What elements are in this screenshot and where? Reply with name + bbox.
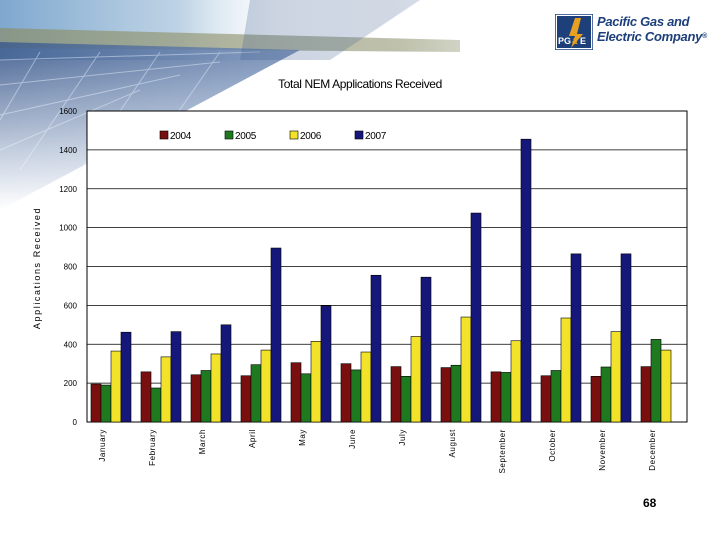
bar-2007-november [620, 253, 632, 423]
bar-2007-october [570, 253, 582, 423]
x-tick-label: March [198, 429, 207, 454]
logo-text-pg: PG [558, 36, 571, 46]
x-tick-label: April [248, 429, 257, 448]
bar-2006-december [660, 349, 672, 423]
legend-swatch-2007 [354, 130, 364, 140]
bar-2007-june [370, 274, 382, 423]
bar-2005-september [500, 372, 512, 423]
bar-2004-october [540, 375, 552, 423]
legend-label-2006: 2006 [300, 131, 322, 142]
bar-2007-august [470, 212, 482, 423]
pge-logo-icon: PG & E [555, 14, 593, 50]
bar-2004-april [240, 375, 252, 423]
bar-2005-june [350, 369, 362, 423]
x-tick-label: September [498, 429, 507, 474]
bar-2007-may [320, 305, 332, 423]
y-tick-label: 600 [64, 301, 78, 310]
bar-2004-march [190, 374, 202, 423]
x-tick-label: February [148, 429, 157, 466]
x-tick-label: October [548, 429, 557, 462]
bar-2005-july [400, 376, 412, 423]
legend-swatch-2005 [224, 130, 234, 140]
bar-2007-february [170, 331, 182, 423]
x-tick-label: December [648, 429, 657, 471]
x-tick-label: June [348, 429, 357, 449]
bar-2006-october [560, 317, 572, 423]
legend-swatch-2006 [289, 130, 299, 140]
bar-2006-july [410, 336, 422, 423]
bar-2004-december [640, 366, 652, 423]
bar-2006-september [510, 340, 522, 423]
bar-2007-april [270, 247, 282, 423]
registered-mark: ® [702, 33, 707, 40]
y-axis-label: Applications Received [32, 207, 42, 329]
y-tick-label: 200 [64, 379, 78, 388]
legend-swatch-2004 [159, 130, 169, 140]
y-tick-label: 1600 [59, 107, 77, 116]
x-tick-label: August [448, 429, 457, 458]
logo-text-e: E [580, 36, 586, 46]
bar-2005-february [150, 387, 162, 423]
y-tick-label: 400 [64, 340, 78, 349]
bar-2005-january [100, 384, 112, 423]
bar-2007-july [420, 276, 432, 423]
legend-label-2004: 2004 [170, 131, 192, 142]
bars [90, 138, 672, 423]
bar-2005-august [450, 364, 462, 423]
bar-2005-april [250, 364, 262, 423]
company-name-line2: Electric Company [597, 29, 703, 44]
bar-2004-february [140, 371, 152, 423]
bar-2006-january [110, 350, 122, 423]
company-name-line1: Pacific Gas and [597, 14, 690, 29]
bar-2006-april [260, 349, 272, 423]
page-number: 68 [643, 496, 657, 510]
bar-2004-june [340, 363, 352, 423]
bar-2004-may [290, 362, 302, 423]
logo-text-amp: & [572, 37, 578, 46]
x-tick-label: January [98, 429, 107, 462]
legend-label-2005: 2005 [235, 131, 257, 142]
bar-2005-december [650, 339, 662, 423]
x-tick-label: May [298, 429, 307, 446]
y-axis-tick-labels: 0 200 400 600 800 1000 1200 1400 1600 [59, 107, 77, 427]
bar-2005-november [600, 366, 612, 423]
y-tick-label: 0 [73, 418, 78, 427]
bar-2004-september [490, 371, 502, 423]
x-tick-label: November [598, 429, 607, 471]
y-tick-label: 1200 [59, 185, 77, 194]
bar-2006-february [160, 356, 172, 423]
bar-2004-july [390, 366, 402, 423]
legend: 2004 2005 2006 2007 [159, 130, 387, 142]
x-tick-label: July [398, 429, 407, 446]
bar-2006-november [610, 331, 622, 423]
bar-2006-may [310, 341, 322, 423]
bar-2004-august [440, 367, 452, 423]
bar-2005-october [550, 370, 562, 423]
bar-2006-march [210, 353, 222, 423]
bar-2004-november [590, 376, 602, 423]
bar-2007-march [220, 324, 232, 423]
bar-2005-march [200, 370, 212, 423]
y-tick-label: 1400 [59, 146, 77, 155]
y-tick-label: 800 [64, 263, 78, 272]
bar-2005-may [300, 373, 312, 423]
gridlines [87, 149, 687, 384]
bar-2007-january [120, 331, 132, 423]
bar-2006-june [360, 351, 372, 423]
chart-title: Total NEM Applications Received [278, 77, 442, 91]
company-name: Pacific Gas and Electric Company® [597, 14, 707, 44]
y-tick-label: 1000 [59, 224, 77, 233]
bar-2006-august [460, 316, 472, 423]
legend-label-2007: 2007 [365, 131, 387, 142]
bar-2007-september [520, 138, 532, 423]
bar-2004-january [90, 383, 102, 423]
x-axis-tick-labels: January February March April May June July Augu… [98, 429, 657, 474]
